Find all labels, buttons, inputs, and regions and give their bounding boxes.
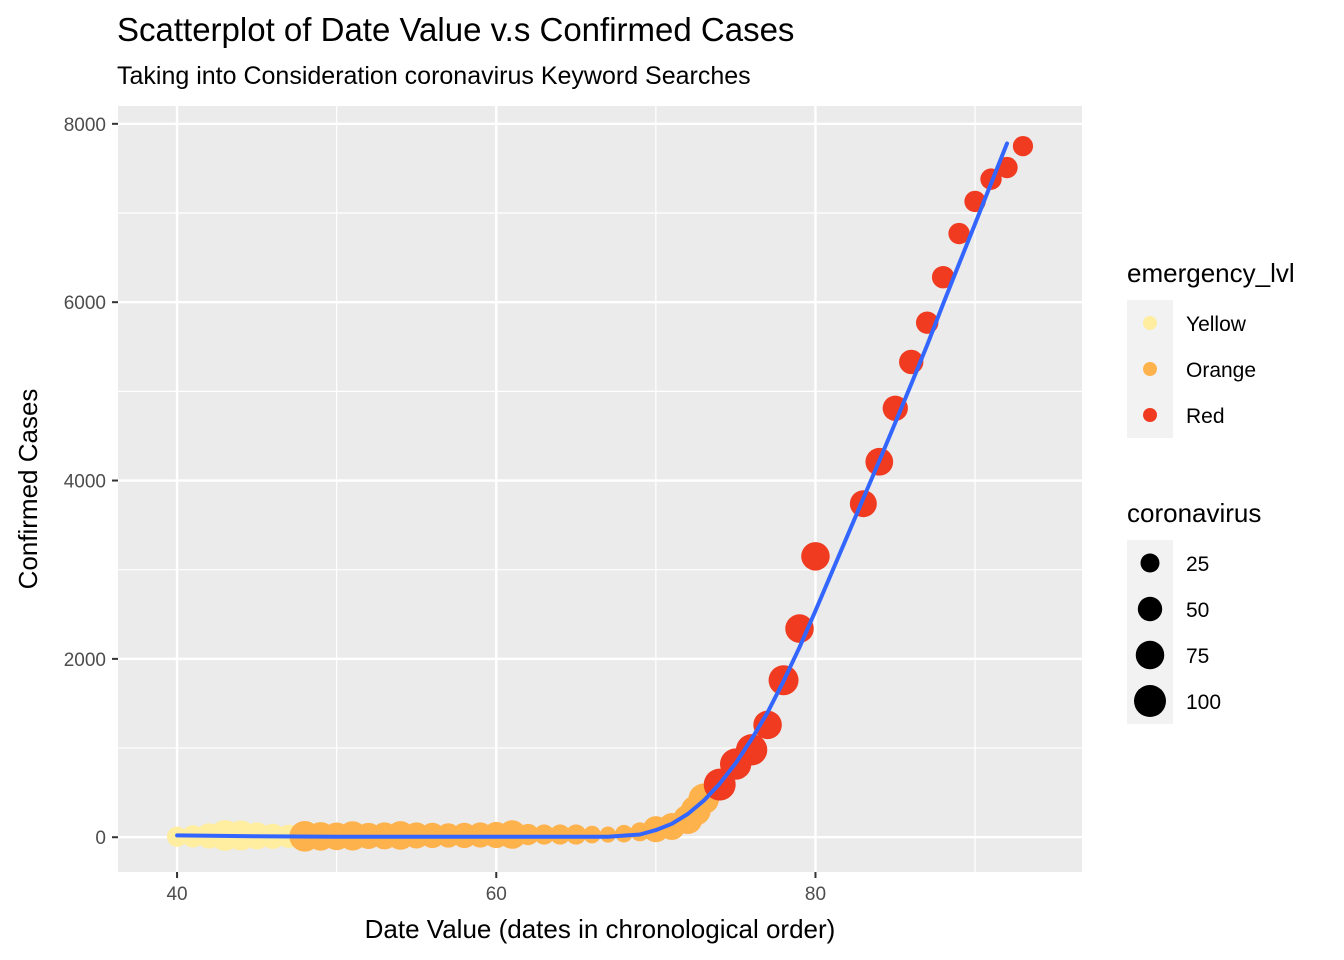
legend-label-red: Red xyxy=(1186,405,1225,428)
y-tick-label: 4000 xyxy=(64,472,106,493)
legend-size-label: 75 xyxy=(1186,645,1209,668)
smooth-line xyxy=(175,141,1009,839)
legend-size-key xyxy=(1140,553,1160,573)
legend-key-yellow xyxy=(1143,316,1157,330)
data-point-red xyxy=(882,395,908,421)
data-point-orange xyxy=(565,824,587,845)
legend-size-label: 100 xyxy=(1186,691,1221,714)
data-point-red xyxy=(801,542,830,571)
chart-subtitle: Taking into Consideration coronavirus Ke… xyxy=(117,62,751,90)
legend-title-emergency-lvl: emergency_lvl xyxy=(1127,258,1295,288)
data-point-red xyxy=(753,710,782,740)
y-tick-label: 6000 xyxy=(64,293,106,314)
data-point-orange xyxy=(583,825,601,844)
x-tick-label: 60 xyxy=(486,884,507,905)
smooth-line-layer xyxy=(175,141,1009,839)
legend-key-red xyxy=(1143,408,1157,422)
data-point-orange xyxy=(517,823,539,846)
data-point-orange xyxy=(549,824,571,845)
legend-size-key xyxy=(1137,596,1163,622)
plot-panel xyxy=(118,106,1082,872)
axes: 40 60 80 0 2000 4000 6000 8000 xyxy=(64,115,826,905)
legend: emergency_lvl Yellow Orange Red coronavirus 2… xyxy=(1127,258,1295,724)
legend-size-label: 50 xyxy=(1186,599,1209,622)
legend-key-orange xyxy=(1143,362,1157,376)
legend-title-coronavirus: coronavirus xyxy=(1127,498,1261,528)
data-point-orange xyxy=(534,824,555,845)
y-tick-label: 8000 xyxy=(64,115,106,136)
data-point-red xyxy=(948,222,970,245)
x-tick-label: 80 xyxy=(805,884,826,905)
legend-label-orange: Orange xyxy=(1186,359,1256,382)
legend-size-label: 25 xyxy=(1186,553,1209,576)
y-tick-label: 2000 xyxy=(64,650,106,671)
y-axis-title: Confirmed Cases xyxy=(13,389,43,590)
data-point-red xyxy=(931,265,955,289)
x-axis-title: Date Value (dates in chronological order… xyxy=(365,914,836,944)
x-tick-label: 40 xyxy=(166,884,187,905)
data-point-red xyxy=(735,734,768,766)
legend-label-yellow: Yellow xyxy=(1186,313,1247,336)
data-point-red xyxy=(1012,136,1034,157)
chart-title: Scatterplot of Date Value v.s Confirmed … xyxy=(117,11,794,48)
legend-size-key xyxy=(1134,685,1166,717)
legend-size-key xyxy=(1135,640,1165,670)
y-tick-label: 0 xyxy=(95,828,106,849)
data-point-orange xyxy=(497,820,527,849)
